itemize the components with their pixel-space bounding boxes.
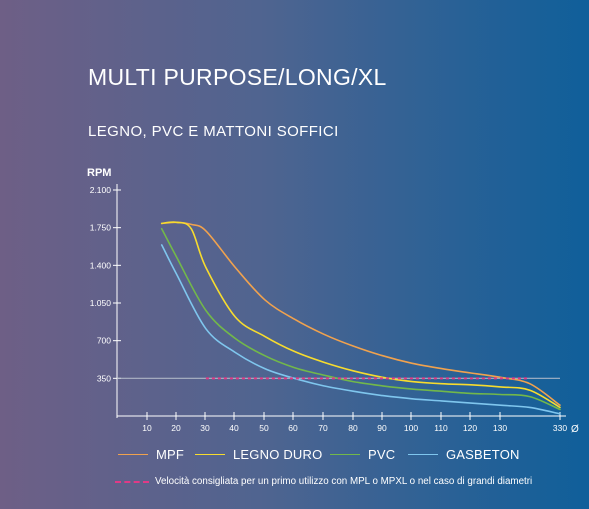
series-line-mpf <box>160 221 561 406</box>
series-line-gasbeton <box>160 244 561 415</box>
y-axis-label: RPM <box>87 167 112 179</box>
y-tick-label: 700 <box>97 336 111 346</box>
legend-item-pvc: PVC <box>330 446 395 462</box>
x-tick-label: 10 <box>142 423 152 433</box>
x-tick-label: 90 <box>377 423 387 433</box>
x-tick-label: 80 <box>348 423 358 433</box>
x-tick-label: 20 <box>171 423 181 433</box>
recommended-speed-note: Velocità consigliata per un primo utiliz… <box>115 476 532 487</box>
legend-swatch-legno-duro <box>195 453 225 455</box>
y-tick-label: 1.750 <box>90 223 112 233</box>
x-unit-symbol: Ø <box>571 424 579 435</box>
legend-item-gasbeton: GASBETON <box>408 446 520 462</box>
chart-subtitle: LEGNO, PVC E MATTONI SOFFICI <box>88 123 339 140</box>
legend-label-mpf: MPF <box>156 446 185 462</box>
series-line-pvc <box>160 227 561 411</box>
x-tick-label: 130 <box>493 423 507 433</box>
x-tick-label: 330 <box>553 423 567 433</box>
x-tick-label: 110 <box>434 423 448 433</box>
y-tick-label: 1.400 <box>90 260 112 270</box>
x-tick-label: 50 <box>259 423 269 433</box>
x-tick-label: 120 <box>463 423 477 433</box>
x-tick-label: 70 <box>318 423 328 433</box>
chart-title: MULTI PURPOSE/LONG/XL <box>88 64 387 90</box>
legend-swatch-pvc <box>330 453 360 455</box>
legend-label-legno-duro: LEGNO DURO <box>233 446 323 462</box>
x-tick-label: 100 <box>404 423 418 433</box>
recommended-speed-swatch <box>115 480 149 483</box>
recommended-speed-label: Velocità consigliata per un primo utiliz… <box>155 476 533 487</box>
y-tick-label: 350 <box>97 373 111 383</box>
legend-swatch-gasbeton <box>408 453 438 455</box>
legend-item-legno-duro: LEGNO DURO <box>195 446 322 462</box>
x-tick-label: 40 <box>229 423 239 433</box>
legend-swatch-mpf <box>118 453 148 455</box>
x-tick-label: 30 <box>200 423 210 433</box>
x-tick-label: 60 <box>288 423 298 433</box>
legend-label-pvc: PVC <box>368 446 396 462</box>
legend-label-gasbeton: GASBETON <box>446 446 520 462</box>
y-tick-label: 2.100 <box>90 185 112 195</box>
legend-item-mpf: MPF <box>118 446 184 462</box>
series-line-legno-duro <box>160 221 561 409</box>
y-tick-label: 1.050 <box>90 298 112 308</box>
